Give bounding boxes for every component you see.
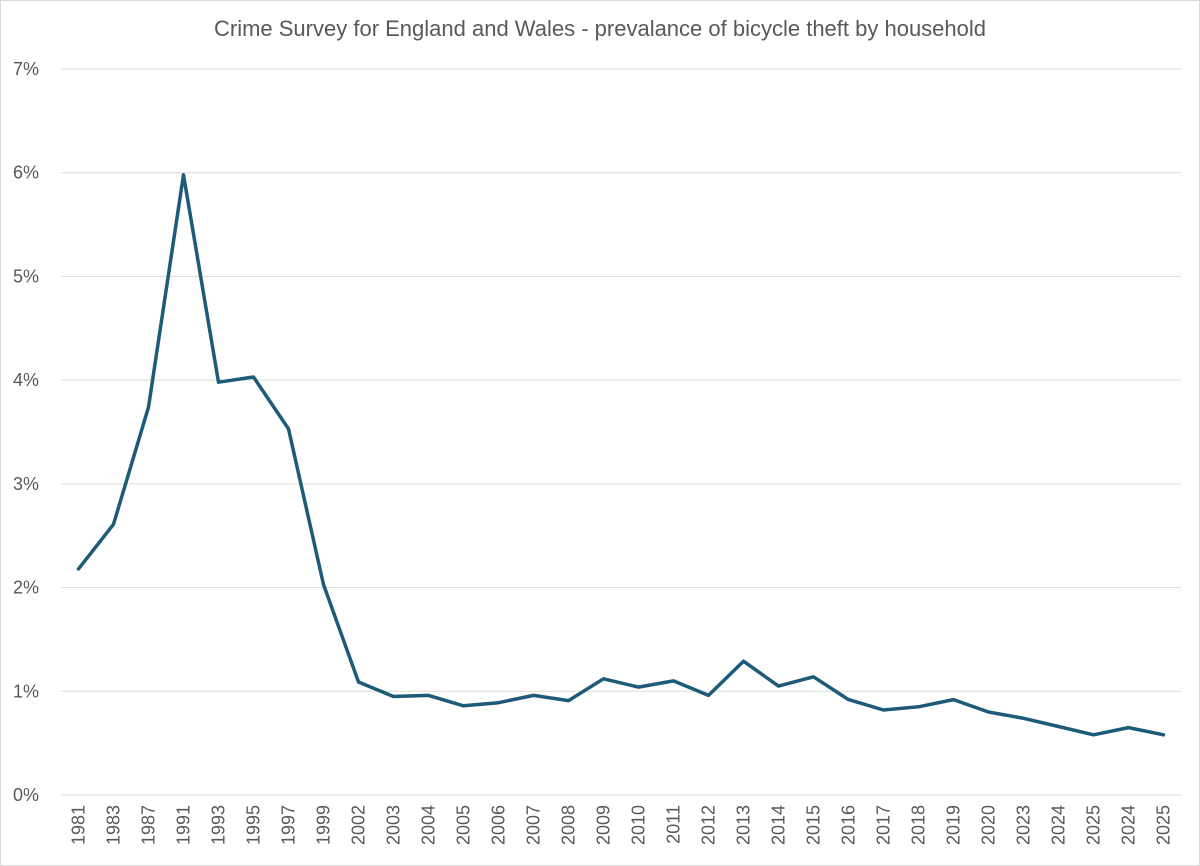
data-point — [287, 427, 290, 431]
x-tick-label: 2002 — [349, 805, 369, 845]
data-point — [217, 381, 220, 384]
data-point — [1127, 726, 1130, 729]
x-tick-label: 1991 — [174, 805, 194, 845]
x-tick-label: 2015 — [804, 805, 824, 845]
y-tick-label: 4% — [13, 370, 39, 390]
data-point — [532, 694, 535, 697]
series-line — [76, 173, 1166, 737]
x-tick-label: 2004 — [419, 805, 439, 845]
x-tick-label: 2005 — [454, 805, 474, 845]
gridlines — [61, 68, 1181, 796]
data-point — [462, 704, 465, 708]
data-point — [707, 694, 710, 697]
x-tick-label: 2003 — [384, 805, 404, 845]
data-point — [637, 685, 640, 689]
x-tick-label: 2024 — [1049, 805, 1069, 845]
x-tick-label: 1987 — [139, 805, 159, 845]
x-tick-label: 1983 — [104, 805, 124, 845]
series-layer — [76, 173, 1166, 737]
data-point — [77, 567, 80, 571]
x-tick-label: 2016 — [839, 805, 859, 845]
x-tick-label: 2009 — [594, 805, 614, 845]
data-point — [1022, 717, 1025, 720]
x-tick-label: 2020 — [979, 805, 999, 845]
data-point — [252, 375, 255, 379]
data-point — [182, 173, 185, 176]
chart-title: Crime Survey for England and Wales - pre… — [213, 16, 987, 41]
data-point — [497, 701, 500, 704]
x-tick-label: 2025 — [1084, 805, 1104, 845]
data-point — [672, 679, 675, 683]
x-tick-label: 2006 — [489, 805, 509, 845]
data-point — [847, 698, 850, 701]
x-tick-label: 1999 — [314, 805, 334, 845]
data-point — [602, 677, 605, 681]
x-tick-label: 2010 — [629, 805, 649, 845]
x-tick-label: 2011 — [664, 805, 684, 844]
x-tick-label: 2025 — [1154, 805, 1174, 845]
y-tick-label: 0% — [13, 785, 39, 805]
data-point — [812, 675, 815, 678]
x-tick-label: 1981 — [69, 805, 89, 845]
y-tick-label: 5% — [13, 266, 39, 286]
x-tick-label: 2019 — [944, 805, 964, 845]
y-tick-label: 7% — [13, 59, 39, 79]
data-point — [112, 523, 115, 526]
x-tick-label: 1993 — [209, 805, 229, 845]
y-axis-ticks: 0% 1% 2% 3% 4% 5% 6% 7% — [13, 59, 39, 805]
data-point — [1162, 733, 1165, 737]
data-point — [567, 699, 570, 702]
data-point — [952, 698, 955, 701]
x-tick-label: 1995 — [244, 805, 264, 845]
x-tick-label: 2017 — [874, 805, 894, 845]
x-tick-label: 2013 — [734, 805, 754, 845]
data-point — [1092, 733, 1095, 737]
x-tick-label: 2014 — [769, 805, 789, 845]
x-tick-label: 2024 — [1119, 805, 1139, 845]
y-tick-label: 6% — [13, 163, 39, 183]
x-tick-label: 2012 — [699, 805, 719, 845]
data-point — [322, 583, 325, 586]
data-point — [1057, 725, 1060, 728]
y-tick-label: 3% — [13, 474, 39, 494]
x-tick-label: 2018 — [909, 805, 929, 845]
data-point — [987, 710, 990, 714]
x-axis-ticks: 1981 1983 1987 1991 1993 1995 1997 1999 2002 2003… — [69, 805, 1174, 845]
x-tick-label: 2008 — [559, 805, 579, 845]
data-point — [777, 684, 780, 688]
data-point — [392, 695, 395, 698]
x-tick-label: 2023 — [1014, 805, 1034, 845]
data-point — [147, 405, 150, 409]
x-tick-label: 2007 — [524, 805, 544, 845]
data-point — [917, 705, 920, 709]
data-point — [357, 680, 360, 684]
data-point — [427, 694, 430, 697]
data-point — [742, 660, 745, 663]
y-tick-label: 1% — [13, 681, 39, 701]
y-tick-label: 2% — [13, 578, 39, 598]
x-tick-label: 1997 — [279, 805, 299, 845]
data-point — [882, 708, 885, 712]
